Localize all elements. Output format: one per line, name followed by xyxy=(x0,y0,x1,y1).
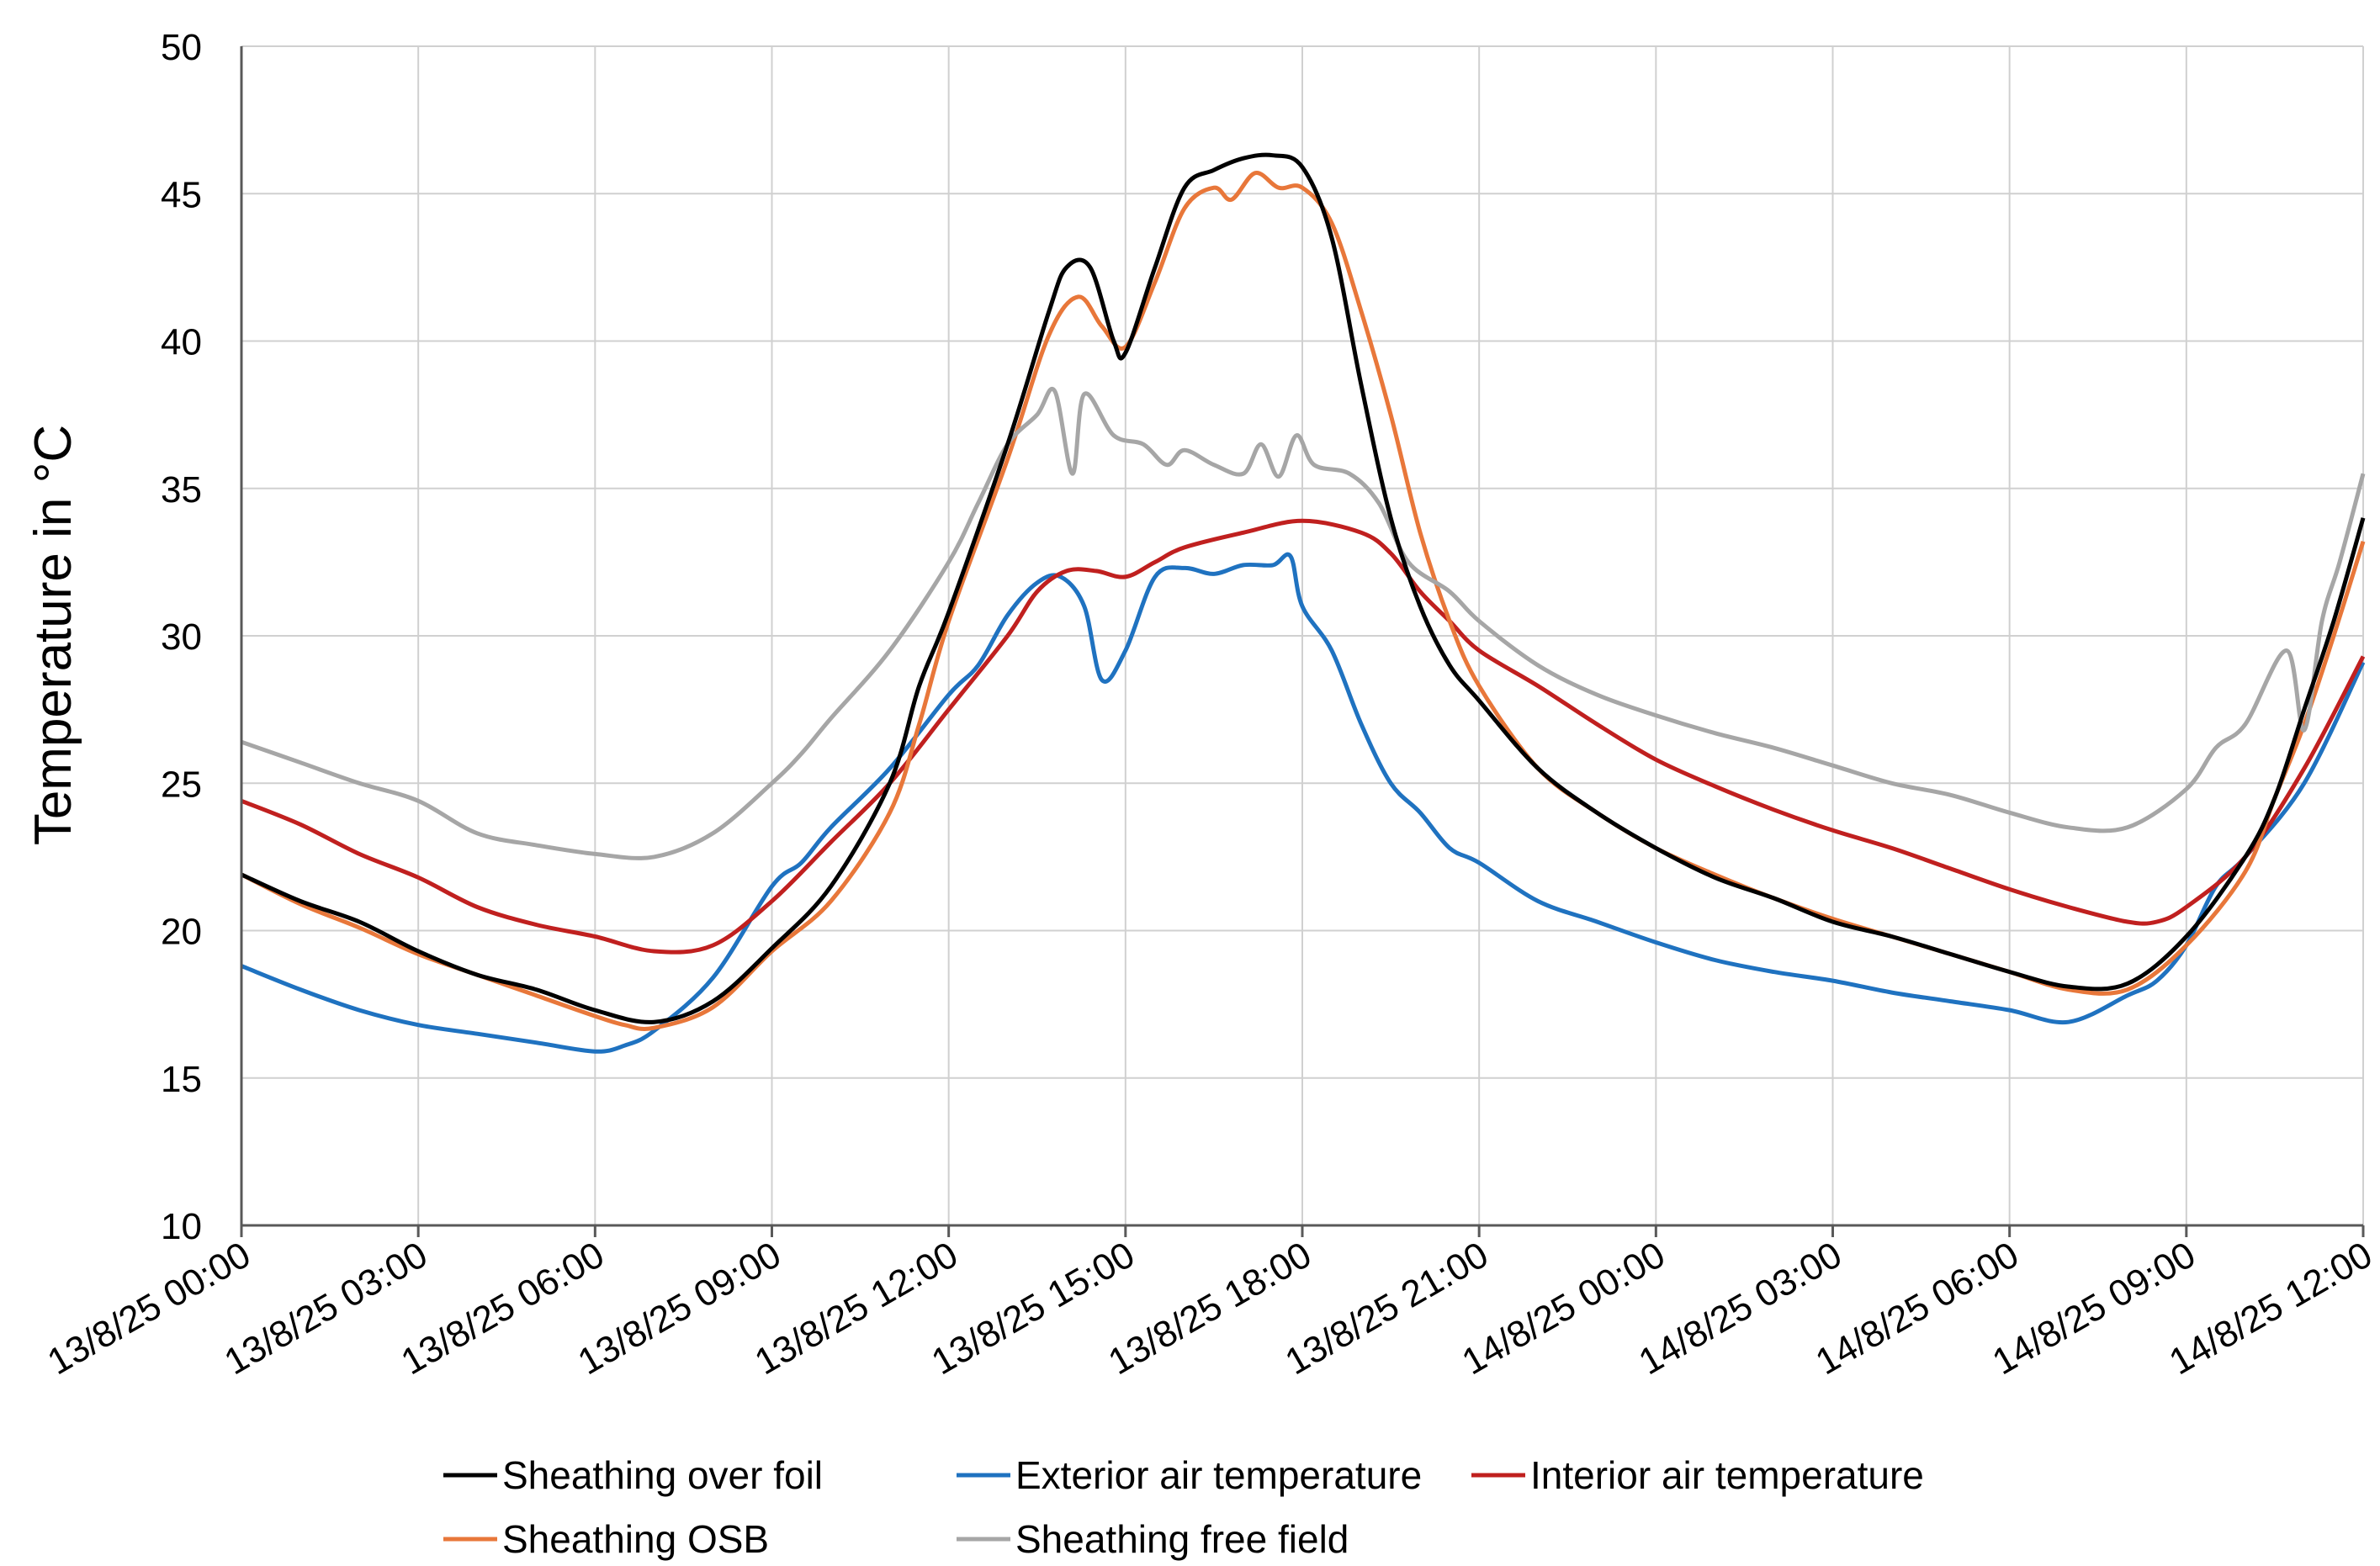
series-line-sheathing-free-field xyxy=(241,387,2366,860)
legend-label-0: Sheathing over foil xyxy=(502,1453,823,1497)
legend-label-2: Interior air temperature xyxy=(1530,1453,1924,1497)
series-line-exterior-air-temperature xyxy=(241,552,2366,1054)
legend-label-1: Exterior air temperature xyxy=(1015,1453,1422,1497)
legend-label-4: Sheathing free field xyxy=(1015,1517,1349,1561)
y-tick-label-15: 15 xyxy=(161,1059,202,1100)
series-layer xyxy=(240,152,2366,1054)
y-tick-label-20: 20 xyxy=(161,912,202,953)
legend-label-3: Sheathing OSB xyxy=(502,1517,769,1561)
series-line-sheathing-over-foil xyxy=(240,152,2366,1024)
series-line-interior-air-temperature xyxy=(241,518,2366,955)
y-tick-labels: 10 15 20 25 30 35 40 45 50 xyxy=(161,27,202,1247)
y-tick-label-40: 40 xyxy=(161,322,202,363)
y-axis-title: Temperature in °C xyxy=(24,425,82,845)
legend: Sheathing over foil Exterior air temperat… xyxy=(443,1453,1924,1561)
y-tick-label-35: 35 xyxy=(161,469,202,511)
y-tick-label-25: 25 xyxy=(161,764,202,805)
axes-layer xyxy=(240,46,2365,1237)
y-tick-label-10: 10 xyxy=(161,1206,202,1247)
y-tick-label-45: 45 xyxy=(161,174,202,215)
y-tick-label-50: 50 xyxy=(161,27,202,68)
y-tick-label-30: 30 xyxy=(161,616,202,658)
